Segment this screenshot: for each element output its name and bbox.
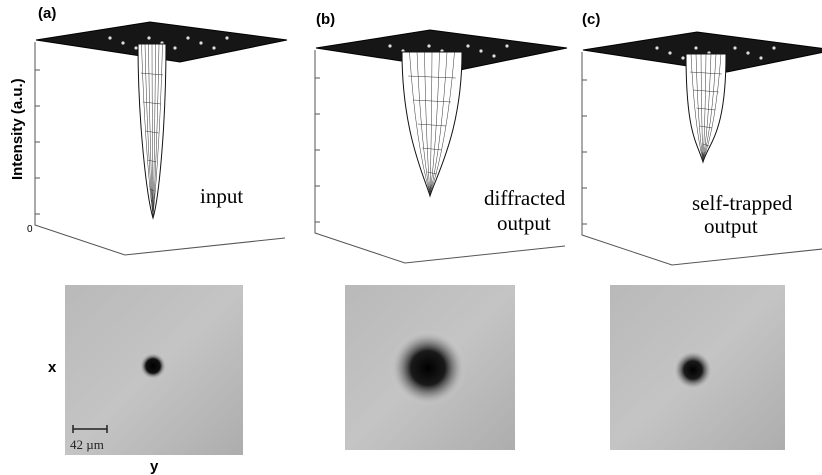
funnel-mesh — [429, 51, 433, 195]
funnel-mesh — [412, 99, 452, 103]
image-x-label: x — [48, 359, 57, 376]
funnel-mesh — [427, 171, 437, 175]
funnel-mesh — [409, 51, 431, 195]
plane-noise — [479, 49, 483, 53]
zero-tick: 0 — [27, 224, 33, 235]
plane-noise — [388, 44, 392, 48]
plane-noise — [147, 36, 151, 40]
plane-noise — [694, 46, 698, 50]
beam-spot — [140, 353, 166, 379]
plane-noise — [466, 44, 470, 48]
panel-label: (c) — [582, 11, 600, 28]
funnel-mesh — [149, 188, 155, 192]
y-axis-label: Intensity (a.u.) — [9, 78, 26, 180]
plane-noise — [121, 41, 125, 45]
plane-noise — [173, 46, 177, 50]
funnel-mesh — [422, 147, 442, 151]
funnel-mesh — [702, 143, 710, 147]
panel-label: (a) — [38, 5, 56, 22]
funnel-mesh — [152, 43, 163, 217]
axis-box — [34, 42, 286, 256]
funnel-mesh — [148, 43, 154, 217]
funnel-mesh — [702, 53, 712, 161]
caption: diffracted — [484, 186, 566, 210]
funnel-mesh — [690, 53, 704, 161]
axis-box — [581, 52, 822, 266]
plane-noise — [225, 36, 229, 40]
caption: output — [497, 211, 551, 235]
plane-noise — [186, 36, 190, 40]
funnel-mesh — [152, 43, 156, 217]
beam-funnel — [137, 43, 167, 220]
plane-noise — [759, 56, 763, 60]
plane-noise — [134, 46, 138, 50]
plane-noise — [199, 41, 203, 45]
funnel-mesh — [152, 43, 160, 217]
funnel-mesh — [424, 51, 431, 195]
plane-noise — [492, 54, 496, 58]
funnel-mesh — [702, 53, 707, 161]
funnel-mesh — [140, 72, 164, 76]
funnel-mesh — [151, 43, 154, 217]
surface-plots — [34, 21, 822, 266]
funnel-mesh — [429, 51, 448, 195]
caption: output — [704, 214, 758, 238]
plane-noise — [746, 51, 750, 55]
plane-noise — [733, 46, 737, 50]
funnel-mesh — [143, 101, 161, 105]
plane-noise — [681, 56, 685, 60]
funnel-mesh — [702, 53, 722, 161]
funnel-mesh — [145, 130, 159, 134]
funnel-mesh — [690, 71, 722, 75]
scale-bar — [72, 425, 108, 433]
caption: self-trapped — [692, 191, 793, 215]
funnel-mesh — [417, 123, 447, 127]
plane-noise — [108, 36, 112, 40]
image-y-label: y — [150, 458, 159, 475]
funnel-mesh — [147, 159, 157, 163]
funnel-mesh — [695, 53, 704, 161]
beam-funnel — [685, 53, 727, 164]
caption: input — [200, 184, 243, 208]
funnel-mesh — [416, 51, 431, 195]
funnel-mesh — [144, 43, 154, 217]
plane-noise — [772, 46, 776, 50]
funnel-mesh — [700, 53, 704, 161]
funnel-mesh — [693, 89, 719, 93]
funnel-mesh — [699, 125, 713, 129]
surface-plane — [582, 31, 822, 73]
beam-spot — [390, 330, 466, 406]
plane-noise — [427, 44, 431, 48]
beam-spot — [673, 350, 713, 390]
funnel-mesh — [696, 107, 716, 111]
funnel-mesh — [141, 43, 154, 217]
beam-funnel — [401, 51, 463, 198]
plane-noise — [505, 44, 509, 48]
funnel-mesh — [429, 51, 455, 195]
funnel-mesh — [429, 51, 440, 195]
axis-box — [314, 50, 566, 264]
scale-bar-label: 42 µm — [70, 437, 104, 452]
plane-noise — [655, 46, 659, 50]
plane-noise — [212, 46, 216, 50]
plane-noise — [668, 51, 672, 55]
funnel-mesh — [408, 75, 456, 79]
funnel-mesh — [702, 53, 717, 161]
panel-label: (b) — [316, 11, 335, 28]
